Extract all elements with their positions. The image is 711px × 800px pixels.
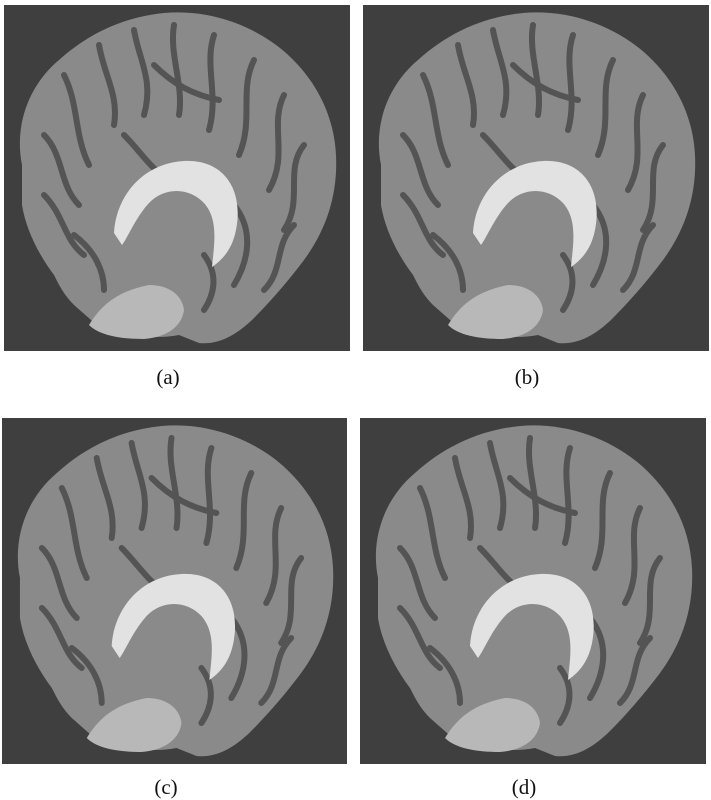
caption-b: (b) (514, 365, 540, 389)
corpus-callosum (473, 160, 597, 267)
sulcus (93, 455, 116, 541)
sulcus (263, 505, 285, 606)
sulcus (38, 545, 80, 621)
sulcus (278, 555, 305, 646)
sulcus (595, 57, 616, 158)
sulcus (128, 440, 148, 531)
sulcus (640, 142, 666, 233)
sulcus (203, 445, 215, 546)
brain-scan-image (4, 5, 350, 351)
sulcus (562, 445, 573, 546)
sulcus (198, 665, 214, 726)
sulcus (71, 232, 107, 293)
brain-scan-image (363, 5, 709, 351)
sulcus (258, 635, 295, 706)
sulcus (565, 32, 576, 133)
sulcus (529, 22, 542, 118)
sulcus (38, 605, 85, 671)
sulcus (170, 22, 183, 118)
mri-panel-c (2, 418, 347, 764)
sulcus (266, 92, 287, 193)
sulcus (487, 440, 507, 531)
sulcus (206, 32, 217, 133)
sulcus (397, 605, 443, 671)
caption-d: (d) (511, 775, 537, 799)
sulcus (61, 72, 92, 168)
sulcus (41, 132, 82, 208)
mri-panel-d (360, 418, 706, 764)
sulcus (510, 62, 581, 103)
corpus-callosum (111, 573, 236, 680)
sulcus (622, 505, 643, 606)
corpus-callosum (470, 573, 594, 680)
brainstem (86, 698, 182, 752)
sulcus (620, 222, 656, 293)
sulcus (587, 615, 607, 701)
brain-scan-image (2, 418, 347, 764)
sulcus (231, 202, 251, 288)
caption-c: (c) (154, 775, 178, 799)
sulcus (148, 475, 220, 516)
sulcus (625, 92, 646, 193)
sulcus (490, 27, 510, 118)
sulcus (400, 192, 446, 258)
sulcus (507, 475, 578, 516)
sulcus (96, 42, 118, 128)
sulcus (557, 665, 573, 726)
sulcus (617, 635, 653, 706)
sulcus (58, 485, 90, 581)
sulcus (420, 72, 451, 168)
sulcus (281, 142, 307, 233)
sulcus (455, 42, 477, 128)
sulcus (228, 615, 248, 701)
brainstem (445, 698, 540, 752)
sulcus (592, 470, 613, 571)
sulcus (430, 232, 466, 293)
mri-panel-b (363, 5, 709, 351)
sulcus (167, 435, 181, 531)
sulcus (261, 222, 297, 293)
sulcus (400, 132, 441, 208)
sulcus (590, 202, 610, 288)
sulcus (427, 645, 463, 706)
sulcus (41, 192, 87, 258)
sulcus (637, 555, 663, 646)
caption-a: (a) (156, 365, 180, 389)
brain-scan-image (360, 418, 706, 764)
sulcus (526, 435, 539, 531)
brainstem (448, 285, 543, 339)
sulcus (151, 62, 222, 103)
sulcus (131, 27, 151, 118)
sulcus (68, 645, 105, 706)
sulcus (417, 485, 448, 581)
brainstem (89, 285, 184, 339)
mri-panel-a (4, 5, 350, 351)
sulcus (236, 57, 257, 158)
sulcus (233, 470, 255, 571)
corpus-callosum (114, 160, 238, 267)
sulcus (397, 545, 438, 621)
sulcus (560, 252, 576, 313)
sulcus (452, 455, 474, 541)
sulcus (201, 252, 217, 313)
